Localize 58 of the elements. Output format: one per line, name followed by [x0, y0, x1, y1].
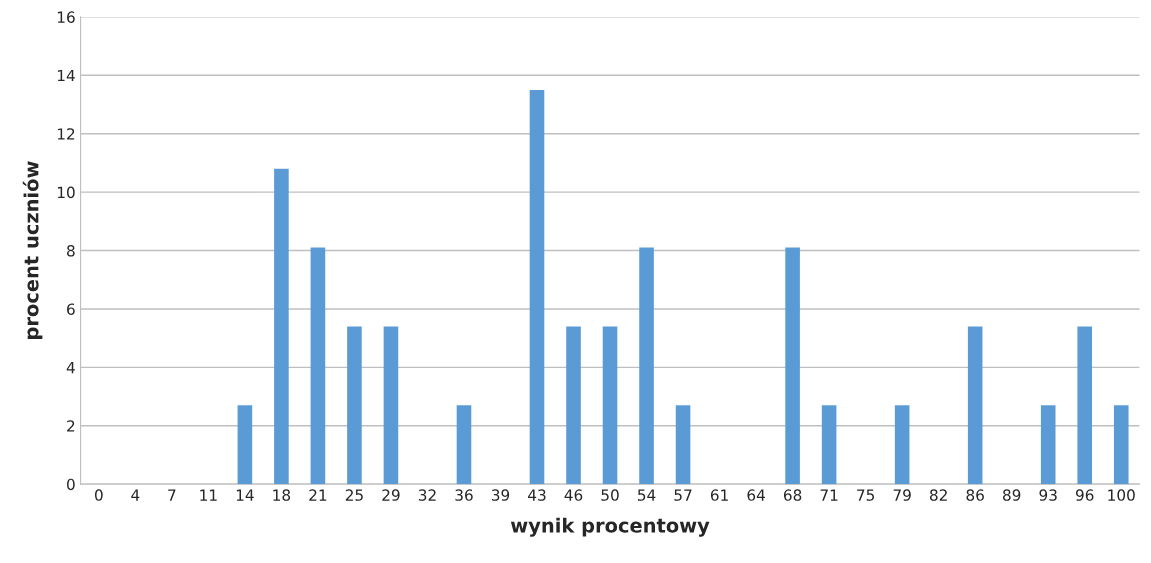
bar [237, 405, 253, 485]
y-tick-label: 12 [57, 128, 75, 140]
bar [894, 405, 910, 485]
x-tick-label: 21 [309, 489, 327, 501]
x-tick-label: 71 [820, 489, 838, 501]
y-tick-label: 4 [66, 362, 75, 374]
x-tick-label: 11 [200, 489, 217, 501]
y-tick-label: 0 [67, 478, 75, 491]
x-tick-label: 43 [528, 489, 546, 501]
bar [967, 326, 983, 485]
x-tick-label: 100 [1108, 489, 1135, 501]
bar [383, 326, 399, 485]
bar [675, 405, 691, 485]
x-tick-label: 18 [273, 489, 291, 501]
x-tick-label: 36 [455, 489, 473, 501]
x-tick-label: 39 [491, 489, 510, 501]
x-tick-label: 25 [345, 489, 363, 501]
y-tick-label: 16 [57, 11, 75, 23]
y-tick-label: 10 [57, 186, 75, 199]
y-tick-label: 2 [67, 420, 75, 432]
x-tick-label: 93 [1039, 489, 1057, 501]
bar [1113, 405, 1129, 485]
bar [821, 405, 837, 485]
bar [566, 326, 581, 485]
x-tick-label: 61 [710, 489, 728, 501]
bar [274, 168, 289, 485]
bar [1077, 326, 1093, 485]
bar [639, 247, 654, 485]
x-tick-label: 68 [783, 489, 802, 501]
x-tick-label: 82 [929, 489, 947, 501]
x-tick-label: 54 [638, 489, 656, 501]
bar [456, 405, 472, 485]
bar [785, 247, 800, 485]
bar [347, 326, 362, 485]
bar [310, 247, 326, 485]
x-tick-label: 14 [236, 489, 254, 501]
x-tick-label: 57 [674, 489, 692, 501]
x-tick-label: 0 [94, 489, 103, 501]
x-tick-label: 89 [1003, 489, 1021, 501]
bar [602, 326, 618, 485]
x-axis-title: wynik procentowy [510, 517, 710, 537]
x-tick-label: 4 [131, 489, 140, 501]
x-tick-label: 86 [966, 489, 984, 501]
x-tick-label: 50 [601, 489, 619, 501]
y-tick-label: 6 [67, 303, 75, 315]
x-tick-label: 75 [857, 489, 875, 501]
bar [529, 89, 545, 485]
y-tick-label: 14 [57, 69, 75, 82]
x-tick-label: 46 [564, 489, 583, 501]
x-tick-label: 64 [747, 489, 765, 501]
x-tick-label: 29 [382, 489, 400, 501]
x-tick-label: 96 [1075, 489, 1094, 501]
x-tick-label: 79 [893, 489, 911, 501]
y-axis-title: procent uczniów [22, 161, 43, 339]
x-tick-label: 7 [168, 489, 176, 501]
y-tick-label: 8 [67, 245, 75, 257]
x-tick-label: 32 [418, 489, 436, 501]
bar [1040, 405, 1056, 485]
